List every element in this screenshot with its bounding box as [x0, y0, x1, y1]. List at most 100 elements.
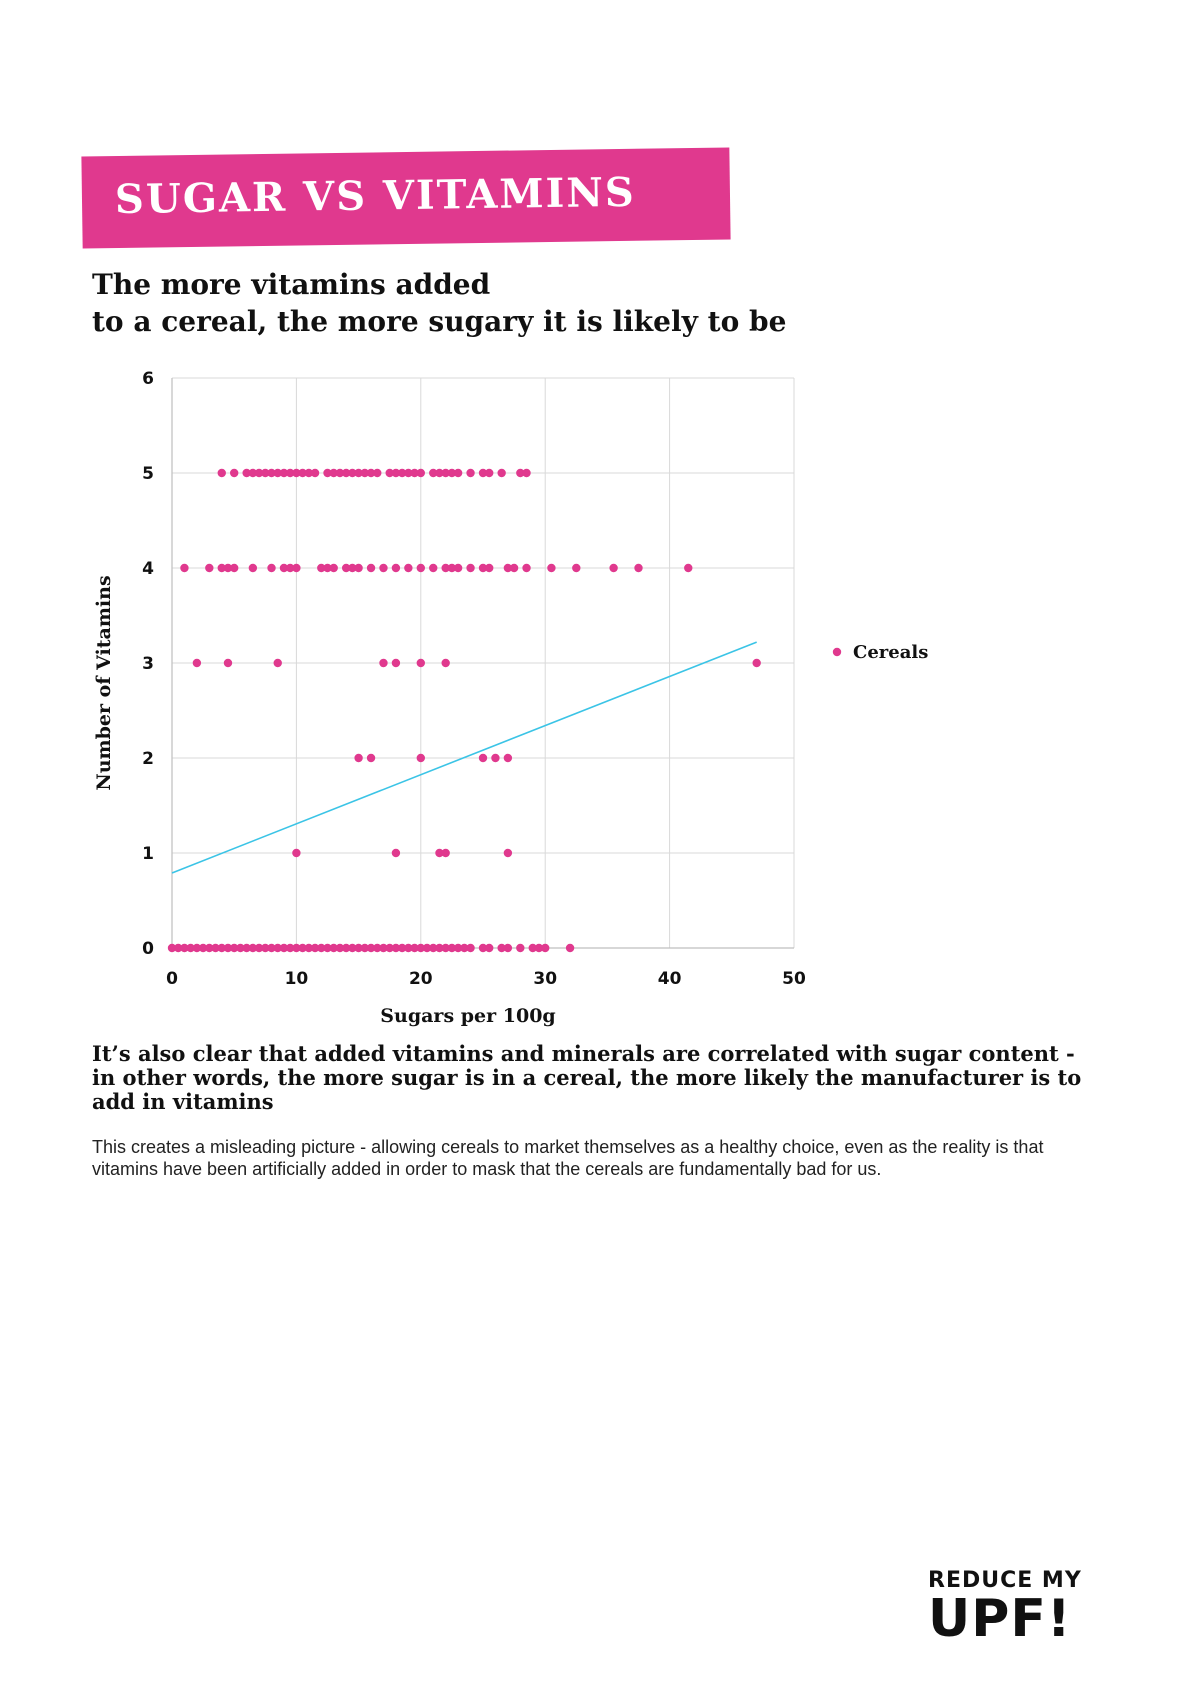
- data-point: [435, 943, 444, 953]
- data-point: [422, 943, 432, 953]
- data-point: [348, 563, 357, 573]
- data-point: [217, 943, 226, 953]
- data-point: [528, 943, 537, 953]
- data-point: [354, 753, 363, 763]
- data-point: [279, 943, 289, 953]
- data-point: [242, 468, 251, 478]
- data-point: [416, 468, 425, 478]
- data-point: [404, 468, 413, 478]
- data-point: [254, 468, 264, 478]
- logo-line-2: UPF!: [928, 1589, 1072, 1649]
- data-point: [634, 563, 643, 573]
- data-point: [236, 943, 245, 953]
- data-point: [441, 563, 450, 573]
- y-tick-label: 6: [142, 369, 154, 389]
- data-point: [404, 943, 413, 953]
- data-point: [391, 943, 401, 953]
- data-point: [298, 468, 307, 478]
- page-subtitle: The more vitamins added to a cereal, the…: [92, 266, 786, 340]
- data-point: [360, 468, 370, 478]
- x-tick-label: 20: [409, 969, 433, 989]
- subtitle-line-1: The more vitamins added: [92, 268, 491, 301]
- data-point: [285, 943, 295, 953]
- data-point: [541, 943, 550, 953]
- subtitle-line-2: to a cereal, the more sugary it is likel…: [92, 305, 787, 338]
- data-point: [453, 563, 463, 573]
- data-points: [167, 468, 761, 953]
- data-point: [516, 943, 525, 953]
- data-point: [230, 563, 239, 573]
- data-point: [416, 943, 425, 953]
- data-point: [447, 563, 457, 573]
- data-point: [410, 943, 419, 953]
- data-point: [341, 943, 351, 953]
- data-point: [248, 563, 258, 573]
- data-point: [441, 943, 450, 953]
- data-point: [509, 563, 519, 573]
- y-tick-label: 3: [142, 654, 154, 674]
- data-point: [485, 563, 494, 573]
- data-point: [273, 468, 282, 478]
- data-point: [248, 468, 258, 478]
- data-point: [391, 563, 401, 573]
- data-point: [478, 468, 488, 478]
- data-point: [192, 943, 202, 953]
- data-point: [404, 563, 413, 573]
- data-point: [391, 848, 401, 858]
- data-point: [397, 943, 407, 953]
- data-point: [435, 848, 444, 858]
- data-point: [478, 943, 488, 953]
- data-point: [503, 753, 513, 763]
- data-point: [416, 563, 425, 573]
- data-point: [485, 468, 494, 478]
- data-point: [441, 468, 450, 478]
- data-point: [273, 658, 282, 668]
- x-tick-label: 50: [782, 969, 806, 989]
- data-point: [565, 943, 575, 953]
- data-point: [186, 943, 195, 953]
- data-point: [441, 848, 450, 858]
- data-point: [385, 943, 394, 953]
- data-point: [167, 943, 177, 953]
- data-point: [323, 943, 332, 953]
- data-point: [304, 943, 314, 953]
- data-point: [192, 658, 202, 668]
- data-point: [354, 468, 363, 478]
- data-point: [354, 943, 363, 953]
- data-point: [329, 563, 338, 573]
- data-point: [453, 468, 463, 478]
- data-point: [223, 658, 233, 668]
- data-point: [373, 468, 382, 478]
- data-point: [279, 563, 289, 573]
- data-point: [522, 563, 531, 573]
- data-point: [516, 468, 525, 478]
- data-point: [522, 468, 531, 478]
- y-tick-label: 4: [142, 559, 154, 579]
- data-point: [435, 468, 444, 478]
- grid: [171, 377, 795, 949]
- legend-marker: [832, 647, 842, 657]
- data-point: [317, 563, 326, 573]
- data-point: [174, 943, 183, 953]
- data-point: [503, 848, 513, 858]
- data-point: [466, 943, 475, 953]
- data-point: [466, 563, 475, 573]
- data-point: [335, 943, 345, 953]
- data-point: [285, 563, 295, 573]
- data-point: [230, 468, 239, 478]
- reduce-my-upf-logo: REDUCE MY UPF!: [928, 1570, 1118, 1649]
- banner-title: SUGAR VS VITAMINS: [114, 168, 637, 224]
- data-point: [292, 563, 301, 573]
- data-point: [205, 943, 214, 953]
- legend: Cereals: [832, 642, 928, 663]
- data-point: [534, 943, 544, 953]
- data-point: [329, 943, 338, 953]
- data-point: [242, 943, 251, 953]
- data-point: [292, 943, 301, 953]
- data-point: [267, 468, 276, 478]
- data-point: [684, 563, 693, 573]
- data-point: [354, 563, 363, 573]
- data-point: [416, 658, 425, 668]
- data-point: [503, 943, 513, 953]
- y-tick-label: 0: [142, 939, 154, 959]
